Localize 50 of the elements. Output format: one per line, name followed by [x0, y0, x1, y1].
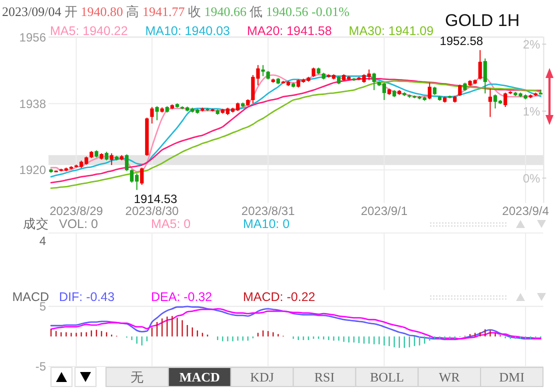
candlestick [483, 58, 487, 94]
y-tick-label: 5 [39, 300, 46, 314]
text: MA30: 1941.09 [348, 24, 434, 38]
y2-tick-label: 0% [522, 171, 541, 186]
candlestick [261, 64, 265, 77]
x-tick-label: 2023/8/29 [50, 204, 104, 218]
x-tick-label: 2023/8/30 [125, 204, 179, 218]
category-label: MACD [179, 370, 220, 384]
chart-title: GOLD 1H [445, 11, 520, 30]
candlestick [478, 50, 482, 80]
text: VOL: 0 [59, 217, 98, 231]
candlestick [488, 88, 492, 118]
text: 成交 [23, 216, 49, 231]
candlestick [312, 67, 316, 78]
candlestick [150, 106, 154, 124]
candlestick [458, 84, 462, 96]
y-tick-label: 1920 [19, 163, 46, 178]
series-label: DIF: -0.43 [59, 290, 115, 304]
text: MA10: 0 [243, 217, 290, 231]
x-tick-label: 2023/8/31 [241, 204, 296, 218]
text: 2023/09/04 开 1940.80 高 1941.77 收 1940.66 低 1940.56 -0.01% [2, 4, 350, 19]
candlestick [372, 72, 376, 91]
y-tick-label: -5 [35, 360, 46, 374]
x-tick-label: 2023/9/1 [360, 204, 408, 218]
category-label: WR [438, 370, 460, 384]
annotation: 1952.58 [440, 34, 484, 48]
category-label: 无 [130, 370, 144, 384]
text: MACD: -0.22 [243, 290, 316, 304]
text: MA5: 0 [151, 217, 191, 231]
series-label: DEA: -0.32 [151, 290, 212, 304]
candlestick [428, 82, 432, 100]
category-label: RSI [314, 370, 335, 384]
candlestick [155, 106, 159, 121]
y2-tick-label: 2% [522, 37, 541, 52]
candlestick [140, 167, 144, 186]
candlestick [504, 92, 508, 108]
category-label: BOLL [370, 370, 404, 384]
candlestick [110, 152, 114, 166]
category-label: DMI [499, 370, 524, 384]
candlestick [124, 154, 129, 172]
text: MA20: 1941.58 [247, 24, 332, 38]
x-tick-label: 2023/9/4 [502, 204, 550, 218]
category-label: KDJ [250, 370, 274, 384]
annotation: 1914.53 [134, 192, 178, 206]
y-tick-label: 1938 [19, 96, 46, 111]
y2-tick-label: 1% [522, 104, 541, 118]
text: 4 [39, 234, 46, 248]
text: MA5: 1940.22 [50, 24, 128, 38]
y-tick-label: 1956 [19, 30, 46, 45]
text: MA10: 1940.03 [145, 24, 230, 38]
